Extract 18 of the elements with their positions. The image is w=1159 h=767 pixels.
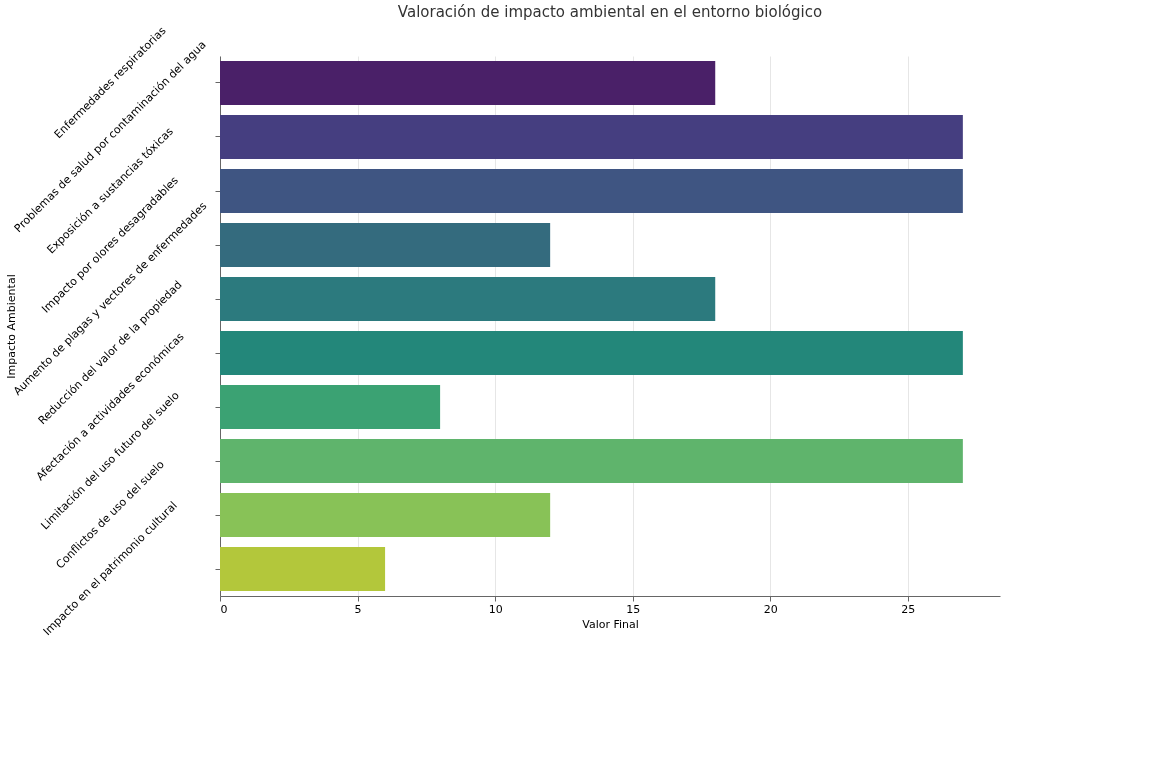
x-tick-label: 25 — [901, 602, 916, 616]
bar — [220, 385, 441, 429]
x-axis-title: Valor Final — [582, 617, 639, 631]
bar — [220, 547, 386, 591]
x-tick-label: 10 — [488, 602, 503, 616]
bar — [220, 439, 963, 483]
bar — [220, 61, 716, 105]
bar — [220, 223, 551, 267]
bar — [220, 277, 716, 321]
x-tick-label: 0 — [220, 602, 228, 616]
bar — [220, 493, 551, 537]
x-tick-label: 5 — [354, 602, 362, 616]
x-tick-label: 15 — [626, 602, 641, 616]
bar — [220, 169, 963, 213]
bar — [220, 331, 963, 375]
bar — [220, 115, 963, 159]
chart-title: Valoración de impacto ambiental en el entorno biológico — [397, 3, 823, 22]
x-tick-label: 20 — [763, 602, 778, 616]
